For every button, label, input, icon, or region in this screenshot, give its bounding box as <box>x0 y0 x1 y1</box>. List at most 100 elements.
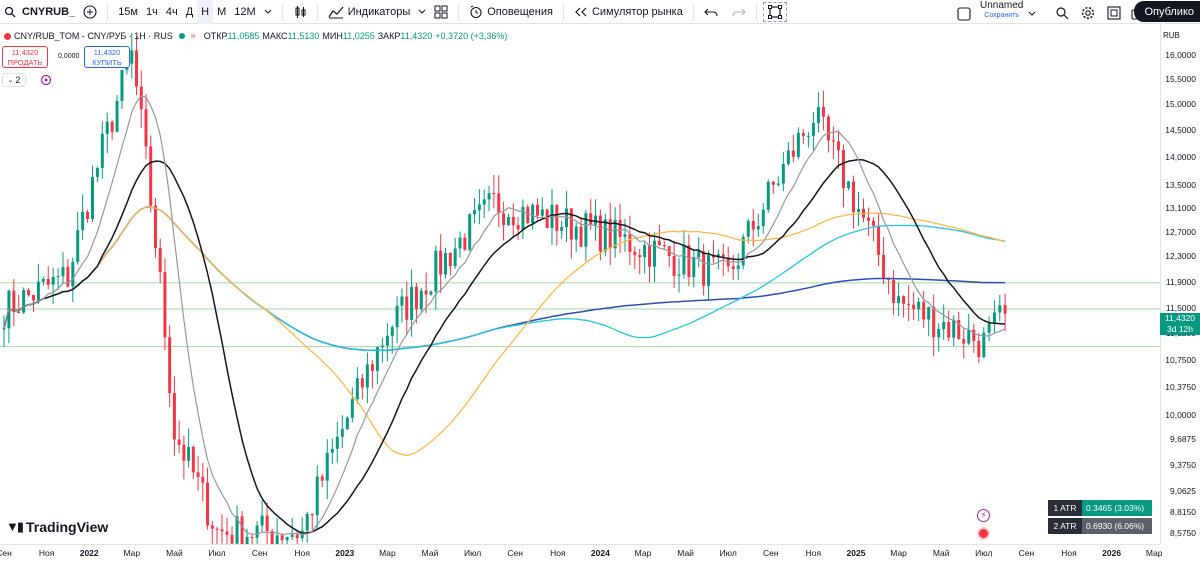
layout-name-button[interactable]: Unnamed Сохранить <box>980 1 1023 21</box>
candle-body <box>912 304 916 310</box>
divider <box>458 3 460 20</box>
event-marker-dividend-icon[interactable] <box>977 527 990 540</box>
compare-add-button[interactable] <box>79 0 101 24</box>
candle-body <box>511 217 515 226</box>
candle-body <box>473 210 477 215</box>
undo-button[interactable] <box>700 0 722 24</box>
price-tick: 11,9000 <box>1165 276 1196 287</box>
candle-body <box>2 328 6 330</box>
interval-12М[interactable]: 12М <box>234 5 256 18</box>
candle-body <box>149 146 153 206</box>
candle-body <box>531 204 535 224</box>
candle-body <box>235 516 239 544</box>
candle-body <box>781 163 785 184</box>
candle-body <box>434 250 438 292</box>
indicators-icon <box>328 6 344 18</box>
candle-body <box>937 329 941 338</box>
redo-button[interactable] <box>728 0 750 24</box>
interval-4ч[interactable]: 4ч <box>165 5 178 18</box>
candle-body <box>942 322 946 330</box>
candle-body <box>756 225 760 230</box>
market-status-icon <box>178 33 185 39</box>
candle-body <box>751 220 755 230</box>
interval-dropdown[interactable] <box>260 0 276 24</box>
candle-body <box>144 109 148 147</box>
quick-search-button[interactable] <box>1052 3 1072 23</box>
symbol-flag-icon <box>4 32 11 40</box>
candle-body <box>163 272 167 338</box>
candle-body <box>603 219 607 252</box>
symbol-search-button[interactable]: CNYRUB_ <box>0 0 79 24</box>
ma-50-line <box>3 206 1006 457</box>
candle-body <box>100 133 104 168</box>
candle-body <box>648 245 652 267</box>
time-tick: 2022 <box>79 548 99 558</box>
candle-body <box>285 536 289 541</box>
candle-body <box>796 133 800 157</box>
interval-Н[interactable]: Н <box>197 0 214 24</box>
sell-button[interactable]: 11,4320 ПРОДАТЬ <box>2 46 48 68</box>
templates-button[interactable] <box>430 0 452 24</box>
atr-label: 1 ATR <box>1048 500 1082 516</box>
time-axis[interactable]: Сен Ноя 2022 Мар Май Июл Сен Ноя 2023 Мар Май Июл Се… <box>0 544 1163 563</box>
candle-body <box>130 50 134 64</box>
interval-М[interactable]: М <box>217 5 227 18</box>
candle-body <box>482 199 486 205</box>
divider <box>281 3 283 20</box>
layout-checkbox[interactable] <box>954 4 974 24</box>
indicators-toggle[interactable]: ⌄ 2 <box>2 73 26 87</box>
time-tick: Ноя <box>805 548 822 558</box>
time-tick: 2025 <box>846 548 866 558</box>
chevron-down-icon: ⌄ <box>7 77 14 84</box>
interval-Д[interactable]: Д <box>185 5 194 18</box>
candle-body <box>245 536 249 544</box>
buy-button[interactable]: 11,4320 КУПИТЬ <box>84 46 130 68</box>
price-tick: 14,0000 <box>1165 152 1196 163</box>
candle-body <box>250 536 254 538</box>
candle-body <box>439 250 443 275</box>
chart-type-button[interactable] <box>289 0 311 24</box>
chevron-down-icon <box>418 9 426 14</box>
price-tick: 12,3000 <box>1165 251 1196 262</box>
candle-body <box>400 296 404 306</box>
candle-body <box>972 329 976 341</box>
candle-body <box>414 286 418 310</box>
price-axis[interactable]: 16,0000 15,5000 15,0000 14,5000 14,0000 13,50… <box>1160 24 1200 544</box>
candle-body <box>66 266 70 287</box>
candle-body <box>265 515 269 532</box>
event-marker-lightning-icon[interactable]: ⚡ <box>977 509 990 522</box>
settings-button[interactable] <box>1078 3 1098 23</box>
candle-body <box>410 286 414 320</box>
candle-body <box>191 447 195 473</box>
atr-row: 1 ATR 0.3465 (3.03%) <box>1048 500 1152 516</box>
chart-legend: CNY/RUB_TOM - CNY/РУБ · 1H · RUS ≈ ОТКР1… <box>0 28 507 44</box>
alerts-button[interactable]: Оповещения <box>465 0 557 24</box>
interval-1ч[interactable]: 1ч <box>146 5 158 18</box>
candle-body <box>687 245 691 278</box>
interval-15м[interactable]: 15м <box>118 5 138 18</box>
candle-body <box>882 254 886 279</box>
chart-plot[interactable] <box>0 24 1160 544</box>
candle-body <box>210 525 214 529</box>
sell-label: ПРОДАТЬ <box>7 58 43 67</box>
chevron-down-icon <box>264 9 272 14</box>
indicators-button[interactable]: Индикаторы <box>324 0 431 24</box>
candle-body <box>448 252 452 267</box>
candle-body <box>260 515 264 526</box>
fullscreen-select-button[interactable] <box>762 1 787 22</box>
fullscreen-button[interactable] <box>1104 3 1124 23</box>
layout-dropdown[interactable] <box>1028 8 1036 20</box>
candle-body <box>786 150 790 164</box>
candle-body <box>325 452 329 481</box>
candle-body <box>31 295 35 301</box>
divider <box>755 3 757 20</box>
candle-body <box>589 213 593 225</box>
candle-body <box>105 121 109 134</box>
publish-button[interactable]: Опублико <box>1134 1 1200 22</box>
candle-body <box>115 100 119 132</box>
indicator-settings-icon[interactable] <box>40 74 52 86</box>
price-tick: 11,5000 <box>1165 303 1196 314</box>
candle-body <box>545 209 549 229</box>
replay-button[interactable]: Симулятор рынка <box>570 0 687 24</box>
